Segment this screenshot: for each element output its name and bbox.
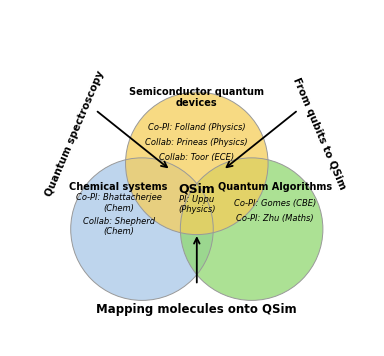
Circle shape	[180, 158, 323, 300]
Text: Collab: Prineas (Physics): Collab: Prineas (Physics)	[146, 138, 248, 147]
Text: Co-PI: Gomes (CBE): Co-PI: Gomes (CBE)	[234, 199, 316, 208]
Text: Semiconductor quantum
devices: Semiconductor quantum devices	[129, 87, 264, 108]
Text: Co-PI: Bhattacherjee
(Chem): Co-PI: Bhattacherjee (Chem)	[76, 193, 162, 213]
Circle shape	[126, 92, 268, 235]
Text: Chemical systems: Chemical systems	[70, 182, 168, 192]
Text: Co-PI: Zhu (Maths): Co-PI: Zhu (Maths)	[236, 214, 314, 222]
Text: PI: Uppu
(Physics): PI: Uppu (Physics)	[178, 195, 215, 214]
Text: From qubits to QSim: From qubits to QSim	[291, 76, 347, 191]
Text: Quantum Algorithms: Quantum Algorithms	[218, 182, 332, 192]
Text: Co-PI: Folland (Physics): Co-PI: Folland (Physics)	[148, 123, 246, 132]
Text: Mapping molecules onto QSim: Mapping molecules onto QSim	[96, 303, 297, 316]
Circle shape	[71, 158, 213, 300]
Text: Collab: Shepherd
(Chem): Collab: Shepherd (Chem)	[83, 217, 155, 236]
Text: Collab: Toor (ECE): Collab: Toor (ECE)	[159, 153, 234, 162]
Text: Quantum spectroscopy: Quantum spectroscopy	[44, 69, 106, 198]
Text: QSim: QSim	[179, 183, 215, 196]
